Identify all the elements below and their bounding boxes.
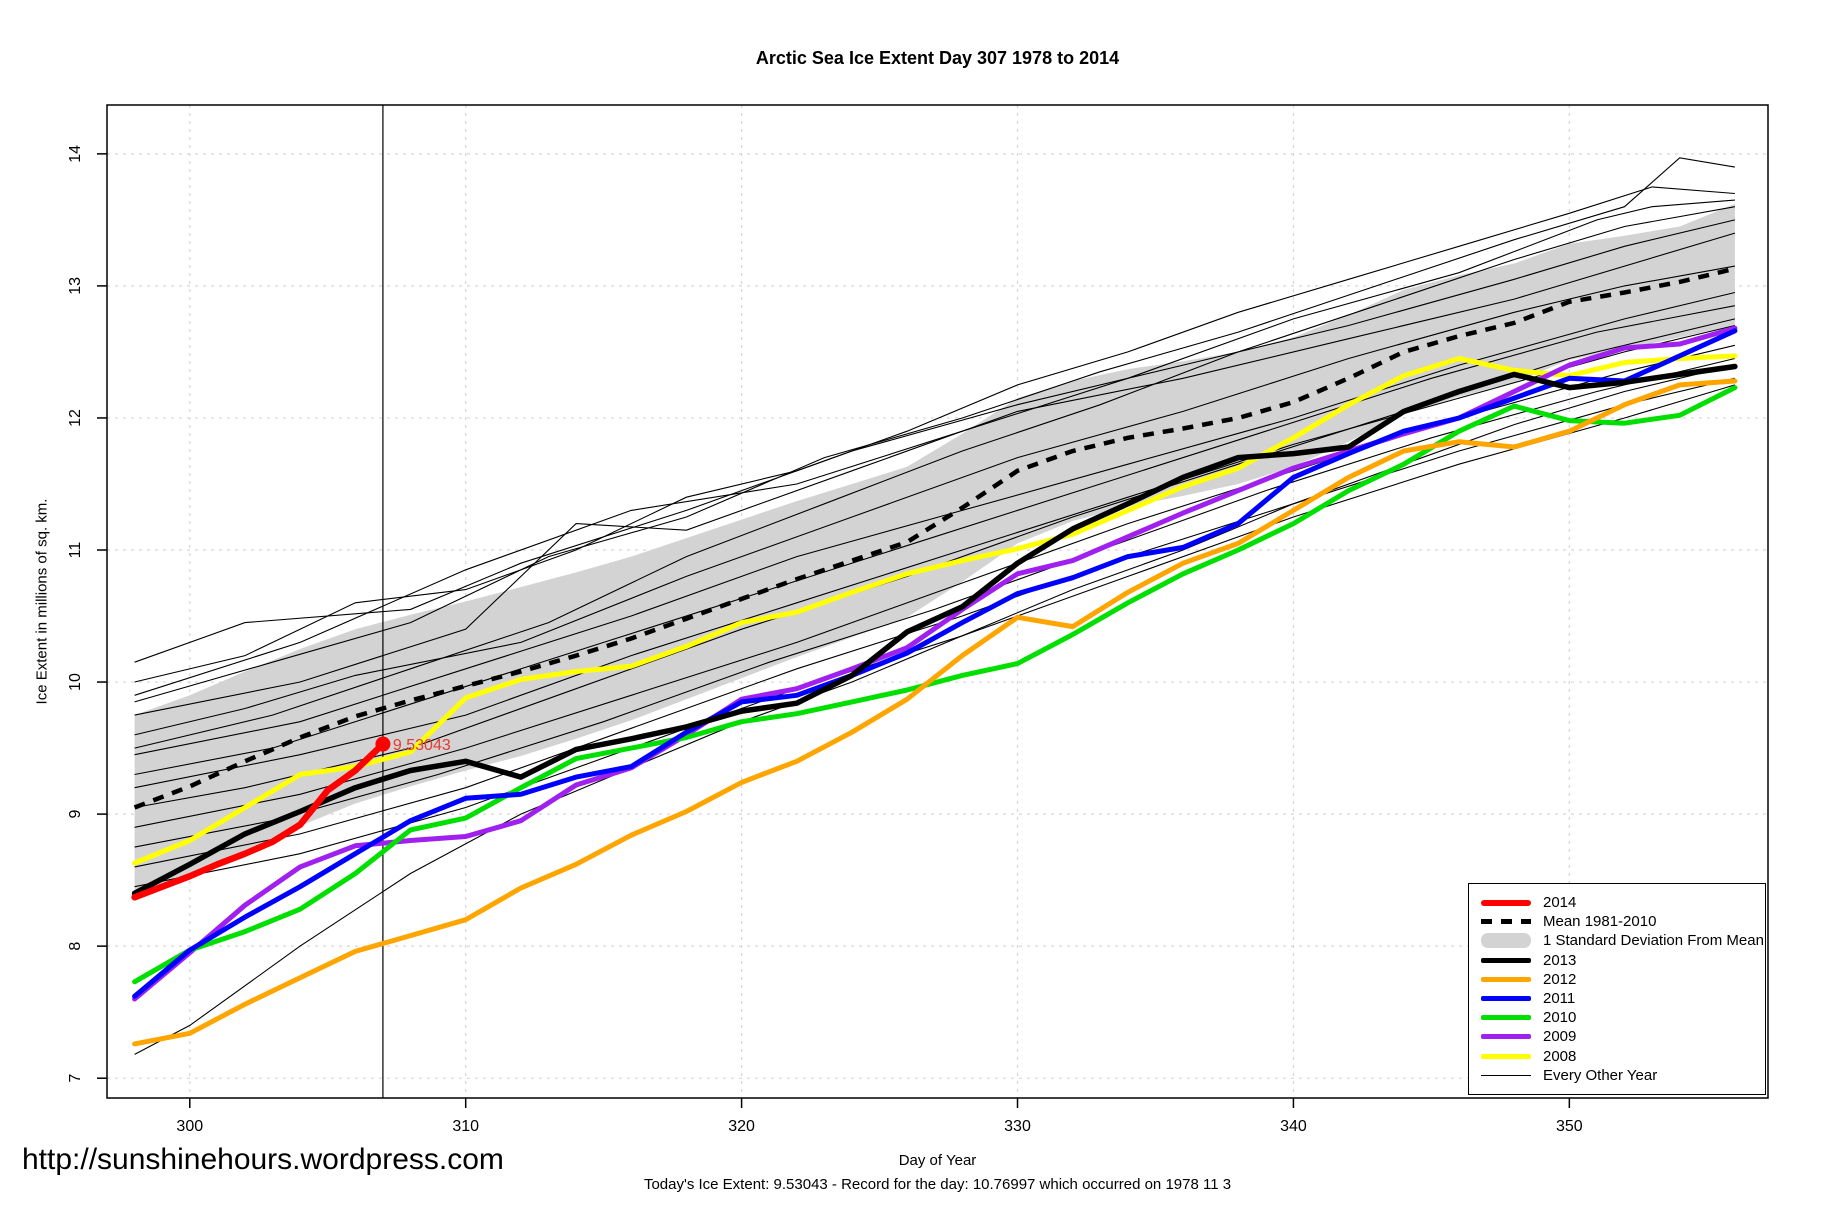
site-url-text: http://sunshinehours.wordpress.com [22, 1143, 504, 1176]
series-2013-line [131, 363, 1738, 897]
legend-item-2014: 2014 [1481, 893, 1765, 912]
mean-1981-2010-line [133, 266, 1736, 810]
legend-item-2012: 2012 [1481, 970, 1765, 989]
legend-item-label: 1 Standard Deviation From Mean [1543, 932, 1764, 950]
x-tick-label: 340 [1280, 1118, 1307, 1135]
series-2012-line [132, 378, 1738, 1047]
legend-item-2011: 2011 [1481, 989, 1765, 1008]
series-2014-line [131, 740, 387, 901]
legend-swatch-icon [1481, 976, 1531, 982]
series-2010-line [132, 385, 1738, 985]
y-tick-label: 11 [67, 542, 84, 559]
every-other-year-line [134, 377, 1736, 868]
legend-item-2010: 2010 [1481, 1008, 1765, 1027]
axis-ticks: 300 310 320 330 340 350 7 8 9 10 11 12 13 14 [67, 145, 1583, 1135]
series-2008-line [132, 353, 1738, 866]
legend-item-label: 2008 [1543, 1047, 1577, 1065]
legend-item-label: 2010 [1543, 1009, 1577, 1027]
y-tick-label: 8 [67, 942, 84, 951]
legend-item-2009: 2009 [1481, 1027, 1765, 1046]
legend-swatch-icon [1481, 1015, 1531, 1021]
legend-swatch-icon [1481, 957, 1531, 963]
legend-swatch-icon [1481, 933, 1531, 949]
legend-item-every-other-year: Every Other Year [1481, 1066, 1765, 1085]
legend-box: 2014 Mean 1981-2010 1 Standard Deviation F… [1468, 883, 1766, 1095]
every-other-year-line [134, 364, 1736, 1055]
legend-swatch-icon [1481, 1053, 1531, 1059]
every-other-year-line [134, 324, 1736, 789]
legend-item-label: 2013 [1543, 951, 1577, 969]
y-tick-label: 9 [67, 810, 84, 819]
legend-swatch-icon [1481, 899, 1531, 906]
legend-item-label: 2009 [1543, 1028, 1577, 1046]
y-axis-title: Ice Extent in millions of sq. km. [33, 498, 51, 705]
ice-extent-annotation: 9.53043 [393, 737, 451, 754]
x-tick-label: 320 [728, 1118, 755, 1135]
every-other-year-line [134, 232, 1736, 716]
legend-item-1-standard-deviation-from-mean: 1 Standard Deviation From Mean [1481, 931, 1765, 950]
every-other-year-line [134, 157, 1735, 703]
y-tick-label: 14 [67, 145, 84, 163]
x-tick-label: 310 [452, 1118, 479, 1135]
legend-swatch-icon [1481, 919, 1531, 925]
record-marker [375, 736, 391, 752]
every-other-year-line [134, 265, 1735, 736]
legend-item-label: 2014 [1543, 894, 1577, 912]
every-other-year-line [134, 206, 1735, 749]
x-tick-label: 350 [1556, 1118, 1583, 1135]
legend-item-label: 2011 [1543, 990, 1576, 1008]
legend-swatch-icon [1481, 996, 1531, 1002]
y-tick-label: 7 [67, 1074, 84, 1083]
x-tick-label: 300 [176, 1118, 203, 1135]
x-axis-title: Day of Year [898, 1152, 977, 1169]
legend-swatch-icon [1481, 1034, 1531, 1040]
legend-item-2013: 2013 [1481, 951, 1765, 970]
y-tick-label: 10 [67, 673, 84, 691]
legend-item-label: 2012 [1543, 970, 1577, 988]
every-other-year-line [134, 344, 1736, 828]
plot-border [106, 104, 1769, 1099]
legend-swatch-icon [1481, 1074, 1531, 1077]
legend-item-mean-1981-2010: Mean 1981-2010 [1481, 912, 1765, 931]
every-other-year-line [134, 291, 1736, 756]
every-other-year-line [134, 199, 1735, 696]
legend-item-2008: 2008 [1481, 1047, 1765, 1066]
footer-caption: Today's Ice Extent: 9.53043 - Record for… [643, 1176, 1232, 1193]
y-tick-label: 13 [67, 277, 84, 295]
series-2011-line [132, 328, 1738, 999]
y-tick-label: 12 [67, 409, 84, 427]
chart-title: Arctic Sea Ice Extent Day 307 1978 to 20… [755, 48, 1120, 68]
x-tick-label: 330 [1004, 1118, 1031, 1135]
every-other-year-line [134, 186, 1735, 683]
legend-item-label: Mean 1981-2010 [1543, 913, 1657, 931]
std-dev-band [134, 204, 1735, 900]
legend-item-label: Every Other Year [1543, 1066, 1658, 1084]
